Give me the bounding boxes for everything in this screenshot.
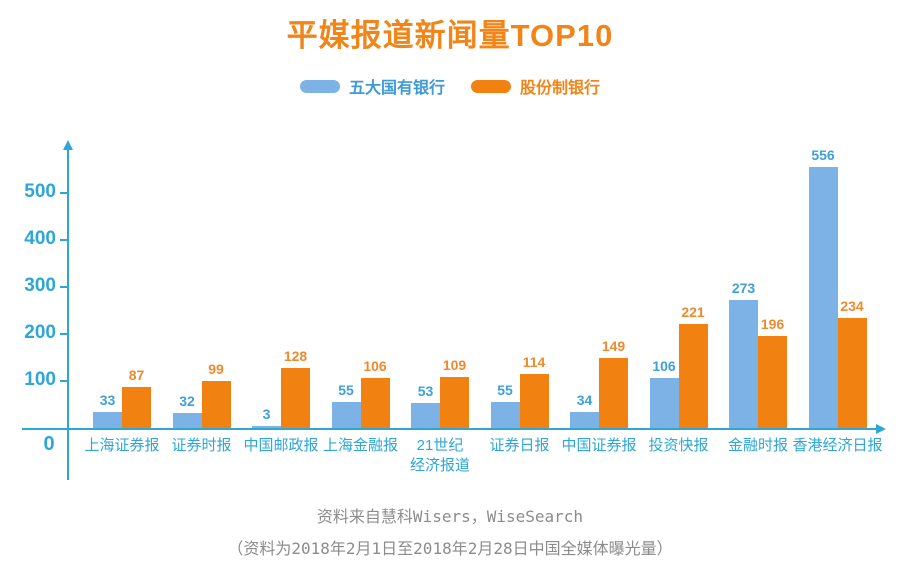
blue-bar	[93, 412, 122, 428]
category-label: 中国证券报	[551, 436, 647, 456]
category-label-line: 证券日报	[489, 437, 550, 454]
category-label: 上海金融报	[313, 436, 409, 456]
blue-bar-value: 556	[811, 147, 835, 163]
y-axis-line	[67, 150, 69, 480]
source-note: 资料来自慧科Wisers，WiseSearch	[316, 507, 584, 526]
blue-bar	[252, 426, 281, 428]
orange-bar-value: 99	[208, 361, 224, 377]
y-axis-tick	[60, 286, 68, 288]
blue-bar	[570, 412, 599, 428]
category-label: 证券时报	[154, 436, 250, 456]
blue-bar-value: 106	[652, 358, 676, 374]
orange-bar	[837, 318, 867, 428]
orange-bar	[599, 358, 628, 428]
category-label: 中国邮政报	[233, 436, 329, 456]
y-axis-tick-label: 300	[24, 275, 56, 296]
orange-bar-value: 106	[363, 358, 387, 374]
blue-bar-value: 33	[99, 392, 116, 408]
y-axis-tick-label: 200	[24, 322, 56, 343]
category-label-line: 证券时报	[171, 437, 232, 454]
orange-bar-value: 196	[760, 316, 785, 332]
category-label-line: 中国证券报	[561, 437, 637, 454]
legend-label-joint-stock-banks: 股份制银行	[520, 80, 601, 97]
y-axis-tick	[60, 192, 68, 194]
category-label: 香港经济日报	[790, 436, 886, 456]
orange-bar	[440, 377, 469, 428]
orange-bar	[519, 374, 549, 428]
category-label-line: 上海金融报	[322, 437, 398, 454]
x-axis-arrow-icon	[876, 424, 886, 434]
legend-label-state-banks: 五大国有银行	[348, 80, 445, 97]
blue-bar	[490, 402, 520, 428]
legend: 五大国有银行 股份制银行	[0, 74, 900, 98]
category-label-line: 21世纪	[416, 437, 464, 454]
y-axis-tick-label: 100	[24, 369, 56, 390]
category-label-line: 上海证券报	[84, 437, 160, 454]
category-label: 上海证券报	[74, 436, 170, 456]
category-label: 金融时报	[710, 436, 806, 456]
category-label: 21世纪经济报道	[392, 436, 488, 476]
date-range-note: （资料为2018年2月1日至2018年2月28日中国全媒体曝光量）	[227, 539, 673, 558]
legend-item-state-banks: 五大国有银行	[299, 74, 445, 98]
legend-swatch-blue	[299, 79, 340, 93]
orange-bar	[758, 336, 787, 428]
blue-bar	[808, 167, 838, 428]
blue-bar	[729, 300, 758, 428]
blue-bar	[649, 378, 679, 428]
orange-bar-value: 221	[681, 304, 705, 320]
legend-item-joint-stock-banks: 股份制银行	[471, 74, 600, 98]
category-label-line: 经济报道	[409, 457, 470, 474]
orange-bar	[281, 368, 310, 428]
blue-bar-value: 53	[417, 383, 434, 399]
orange-bar-value: 114	[522, 354, 546, 370]
category-label-line: 中国邮政报	[243, 437, 319, 454]
orange-bar	[122, 387, 151, 428]
orange-bar	[360, 378, 390, 428]
category-label-line: 金融时报	[727, 437, 788, 454]
orange-bar	[201, 381, 231, 428]
orange-bar-value: 87	[128, 367, 145, 383]
y-axis-arrow-icon	[63, 140, 73, 150]
orange-bar-value: 149	[601, 338, 626, 354]
orange-bar-value: 234	[840, 298, 864, 314]
y-axis-tick	[60, 333, 68, 335]
category-label: 投资快报	[631, 436, 727, 456]
blue-bar-value: 3	[262, 406, 271, 422]
category-label-line: 投资快报	[648, 437, 709, 454]
blue-bar-value: 273	[731, 280, 756, 296]
blue-bar-value: 55	[338, 382, 354, 398]
y-axis-tick	[60, 380, 68, 382]
orange-bar-value: 128	[283, 348, 308, 364]
blue-bar	[172, 413, 202, 428]
blue-bar-value: 55	[497, 382, 513, 398]
y-axis-tick	[60, 239, 68, 241]
blue-bar	[411, 403, 440, 428]
chart-title: 平媒报道新闻量TOP10	[286, 18, 614, 53]
y-axis-tick-label: 500	[24, 181, 56, 202]
x-axis-line	[22, 428, 878, 430]
y-axis-tick-label: 400	[24, 228, 56, 249]
orange-bar-value: 109	[442, 357, 467, 373]
orange-bar	[678, 324, 708, 428]
category-label-line: 香港经济日报	[792, 437, 883, 454]
y-axis-zero-label: 0	[43, 433, 55, 455]
blue-bar	[331, 402, 361, 428]
category-label: 证券日报	[472, 436, 568, 456]
legend-swatch-orange	[471, 79, 511, 93]
blue-bar-value: 32	[179, 393, 195, 409]
blue-bar-value: 34	[576, 392, 593, 408]
